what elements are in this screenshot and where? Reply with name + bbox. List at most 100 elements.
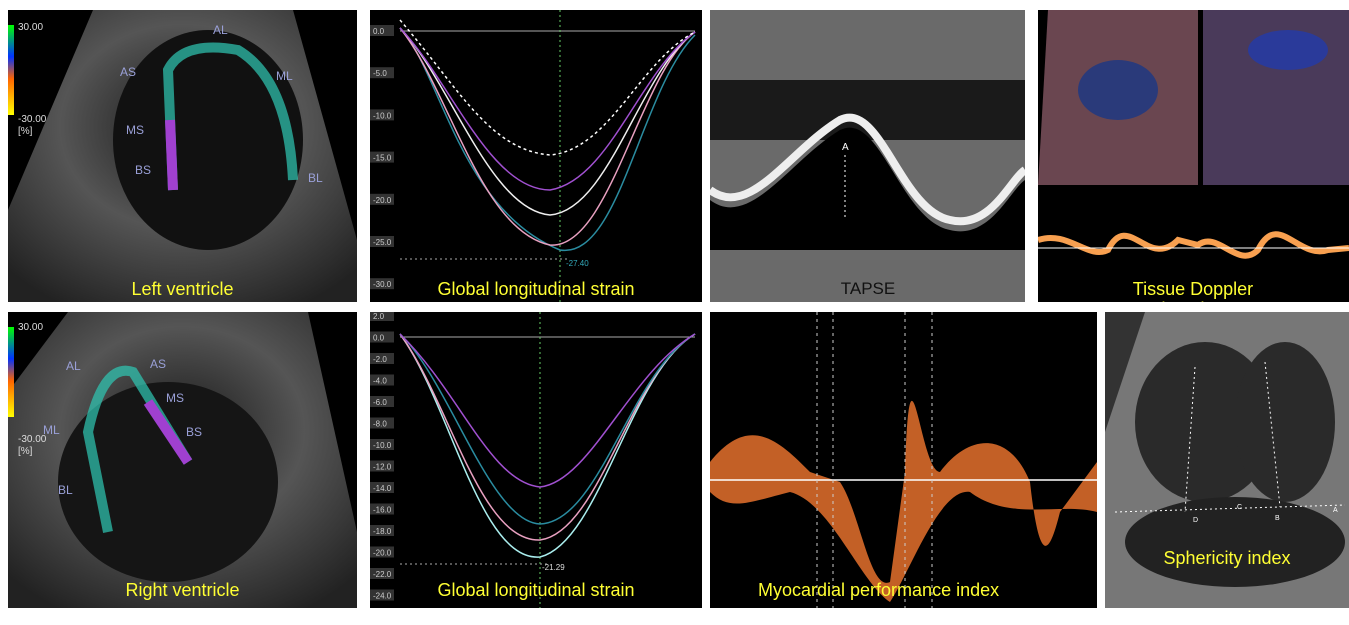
segment-label: AL xyxy=(213,23,228,37)
point-label: B xyxy=(1275,515,1280,522)
tick-label: -18.0 xyxy=(373,527,392,536)
strain-chart: -27.40 0.0 -5.0 -10.0 -15.0 -20.0 -25.0 -30.0 xyxy=(370,10,696,302)
curve xyxy=(399,333,696,525)
tick-box xyxy=(370,460,394,472)
curve xyxy=(399,27,696,216)
strain-trace xyxy=(143,399,193,465)
tick-box xyxy=(370,417,394,429)
curve xyxy=(399,27,696,246)
doppler-trace xyxy=(710,400,1097,602)
scale-top: 30.00 xyxy=(18,322,43,333)
tick-label: -4.0 xyxy=(373,377,387,386)
segment-label: AS xyxy=(150,357,166,371)
tick-label: -20.0 xyxy=(373,196,392,205)
lv-image: 30.00 -30.00 [%] AL AS ML MS BS BL xyxy=(8,10,357,302)
m-mode-image: A xyxy=(710,80,1025,250)
tick-box xyxy=(370,109,394,121)
tick-box xyxy=(370,331,394,343)
tick-box xyxy=(370,503,394,515)
tick-label: -14.0 xyxy=(373,484,392,493)
scale-unit: [%] xyxy=(18,446,33,457)
tick-box xyxy=(370,439,394,450)
measurement xyxy=(1264,361,1281,508)
strain-trace xyxy=(162,42,298,191)
tick-box xyxy=(370,151,394,163)
tick-box xyxy=(370,396,394,407)
tick-label: 0.0 xyxy=(373,334,385,343)
peak-label: -27.40 xyxy=(566,259,589,268)
segment-label: BS xyxy=(135,163,151,177)
tick-label: -8.0 xyxy=(373,420,387,429)
tick-label: -2.0 xyxy=(373,355,387,364)
tick-label: -12.0 xyxy=(373,463,392,472)
tick-label: -10.0 xyxy=(373,441,392,450)
measurement xyxy=(1114,504,1346,513)
segment-label: ML xyxy=(43,423,60,437)
segment-label: BS xyxy=(186,425,202,439)
scale-top: 30.00 xyxy=(18,22,43,33)
curve xyxy=(399,333,696,541)
tick-box xyxy=(370,193,394,205)
caption: Sphericity index xyxy=(1163,548,1291,568)
point-label: D xyxy=(1193,517,1198,524)
lv-panel: 30.00 -30.00 [%] AL AS ML MS BS BL Left … xyxy=(8,10,357,302)
flow xyxy=(1248,30,1328,70)
segment-label: BL xyxy=(308,171,323,185)
segment-label: MS xyxy=(166,391,184,405)
tick-box xyxy=(370,482,394,493)
tick-box xyxy=(370,236,394,247)
tick-label: -24.0 xyxy=(373,592,392,601)
tick-label: -30.0 xyxy=(373,280,392,289)
tick-label: -10.0 xyxy=(373,111,392,120)
tick-label: -15.0 xyxy=(373,154,392,163)
tick-label: -20.0 xyxy=(373,549,392,558)
caption: Right ventricle xyxy=(125,580,240,600)
tapse-panel: A TAPSE xyxy=(710,10,1025,302)
tick-label: -16.0 xyxy=(373,506,392,515)
segment-label: BL xyxy=(58,483,73,497)
sphericity-panel: D C B A Sphericity index xyxy=(1105,312,1349,608)
cavity xyxy=(113,30,303,250)
color-scale xyxy=(8,327,14,417)
scale-unit: [%] xyxy=(18,126,33,137)
peak-label: -21.29 xyxy=(542,563,565,572)
band xyxy=(710,127,1025,250)
tick-box xyxy=(370,589,394,601)
tick-label: -22.0 xyxy=(373,570,392,579)
tick-box xyxy=(370,25,394,36)
tick-label: 0.0 xyxy=(373,27,385,36)
tdi-image xyxy=(1038,10,1349,259)
tick-box xyxy=(370,278,394,290)
tick-box xyxy=(370,525,394,536)
caption: TAPSE xyxy=(840,279,896,298)
cavity xyxy=(1125,497,1345,587)
caption: Global longitudinal strain xyxy=(437,279,635,299)
cavity xyxy=(58,382,278,582)
marker-label: A xyxy=(842,142,849,153)
tick-box xyxy=(370,546,394,558)
mpi-panel: Myocardial performance index xyxy=(710,312,1097,608)
caption: Left ventricle xyxy=(131,279,234,299)
caption: Global longitudinal strain xyxy=(437,580,635,600)
curve xyxy=(399,27,696,251)
color-scale xyxy=(8,25,14,115)
flow xyxy=(1078,60,1158,120)
markers xyxy=(816,312,933,608)
strain-trace xyxy=(165,119,178,191)
rv-panel: 30.00 -30.00 [%] AL AS MS ML BS BL Right… xyxy=(8,312,357,608)
tick-box xyxy=(370,568,394,579)
tick-label: -5.0 xyxy=(373,69,387,78)
tick-label: 2.0 xyxy=(373,312,385,321)
curve xyxy=(399,27,696,191)
tick-box xyxy=(370,67,394,79)
tdi-panel: Tissue Doppler imaging xyxy=(1038,10,1349,302)
segment-label: ML xyxy=(276,69,293,83)
doppler-trace xyxy=(1038,231,1349,259)
point-label: C xyxy=(1237,504,1242,511)
strain-lv-panel: -27.40 0.0 -5.0 -10.0 -15.0 -20.0 -25.0 -30.0 … xyxy=(370,10,702,302)
strain-trace xyxy=(82,365,193,533)
segment-label: MS xyxy=(126,123,144,137)
annulus-trace xyxy=(710,113,1025,226)
rv-image: 30.00 -30.00 [%] AL AS MS ML BS BL xyxy=(8,312,357,608)
